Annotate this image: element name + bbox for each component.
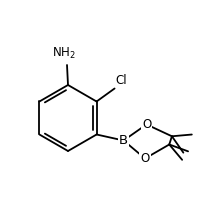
Text: NH$_2$: NH$_2$ (52, 46, 76, 61)
Text: O: O (140, 152, 150, 165)
Text: O: O (142, 118, 151, 131)
Text: Cl: Cl (116, 73, 127, 86)
Text: B: B (119, 134, 128, 147)
